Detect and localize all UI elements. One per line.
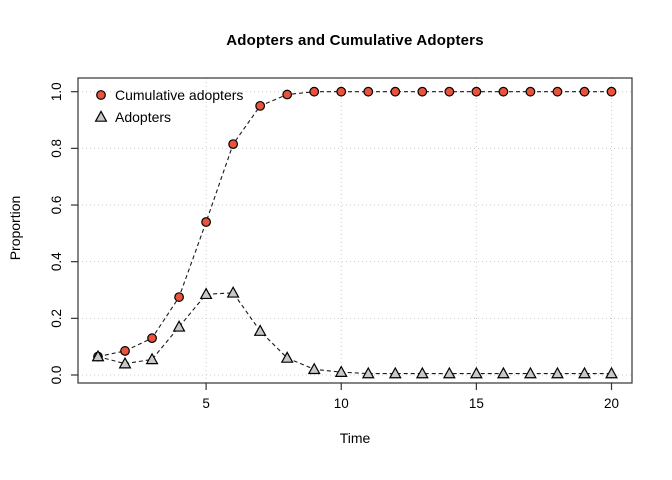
data-point-circle [471, 86, 482, 97]
x-tick-label: 20 [604, 396, 619, 411]
x-axis-label: Time [339, 430, 371, 446]
data-point-triangle [118, 356, 132, 369]
data-point-triangle [199, 287, 213, 300]
y-tick-label: 0.6 [49, 196, 64, 215]
data-point-circle [552, 86, 563, 97]
y-tick-label: 0.0 [49, 366, 64, 385]
data-point-circle [255, 100, 266, 111]
data-point-triangle [91, 349, 105, 362]
data-point-triangle [334, 365, 348, 377]
series-line [97, 292, 612, 375]
data-point-circle [336, 86, 347, 97]
x-tick-label: 5 [202, 396, 210, 411]
y-axis-label: Proportion [7, 195, 23, 261]
y-tick-label: 1.0 [49, 82, 64, 101]
data-point-triangle [415, 366, 429, 379]
chart-title: Adopters and Cumulative Adopters [226, 32, 484, 49]
x-tick-label: 10 [334, 396, 349, 411]
data-point-circle [120, 346, 130, 356]
data-point-triangle [469, 366, 483, 379]
data-point-circle [498, 86, 509, 97]
data-point-circle [390, 86, 401, 97]
data-point-circle [201, 217, 212, 227]
data-point-triangle [145, 352, 159, 365]
data-point-triangle [172, 319, 186, 332]
data-point-triangle [524, 366, 537, 379]
data-point-circle [309, 86, 320, 97]
x-tick-label: 15 [469, 396, 484, 411]
y-tick-label: 0.2 [49, 309, 64, 328]
data-point-circle [174, 292, 184, 302]
y-tick-label: 0.8 [49, 139, 64, 158]
y-tick-label: 0.4 [49, 252, 64, 271]
data-point-circle [606, 86, 617, 97]
data-point-circle [147, 333, 157, 344]
legend-label: Cumulative adopters [115, 87, 243, 103]
data-point-circle [525, 86, 536, 97]
data-point-circle [363, 86, 374, 97]
legend-label: Adopters [115, 109, 171, 125]
data-point-triangle [605, 366, 618, 379]
data-point-circle [444, 86, 455, 97]
data-point-triangle [253, 324, 267, 336]
data-point-triangle [361, 366, 375, 379]
data-point-triangle [442, 366, 456, 379]
data-point-triangle [307, 362, 321, 375]
data-point-triangle [280, 351, 294, 363]
data-point-triangle [551, 366, 564, 379]
data-point-triangle [388, 366, 402, 379]
data-point-circle [282, 89, 293, 100]
data-point-triangle [578, 366, 591, 379]
data-point-circle [417, 86, 428, 97]
data-point-triangle [496, 366, 510, 379]
series-line [97, 91, 612, 358]
data-point-circle [228, 139, 239, 150]
data-point-circle [579, 86, 590, 97]
data-point-triangle [94, 110, 108, 122]
data-point-triangle [226, 285, 240, 298]
data-point-circle [96, 90, 106, 100]
plot-box [77, 77, 633, 384]
